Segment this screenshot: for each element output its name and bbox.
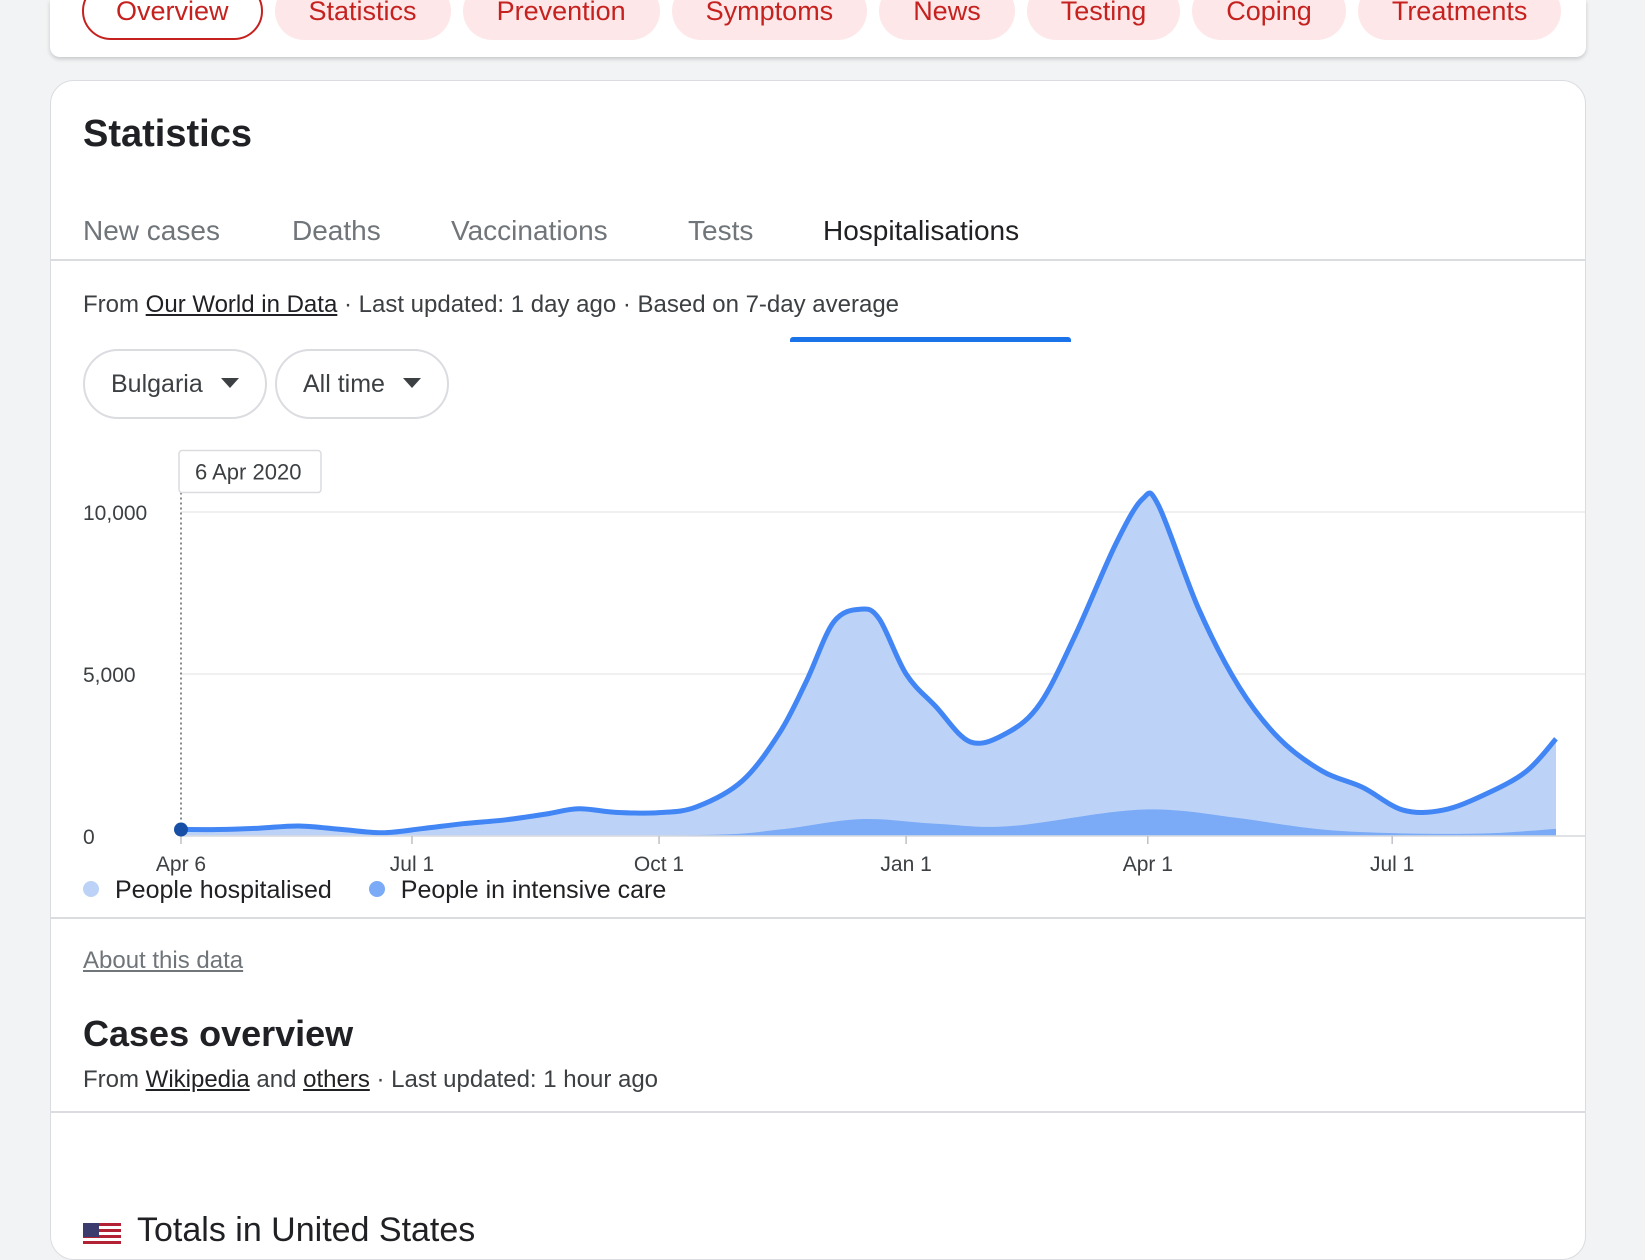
legend-divider xyxy=(51,917,1585,919)
cases-source-suffix: · Last updated: 1 hour ago xyxy=(376,1066,659,1093)
tab-deaths[interactable]: Deaths xyxy=(292,215,381,246)
cases-divider xyxy=(51,1111,1585,1113)
tooltip-date: 6 Apr 2020 xyxy=(195,460,301,485)
time-range-dropdown[interactable]: All time xyxy=(275,349,449,419)
section-title: Statistics xyxy=(83,113,252,155)
hover-point-dot xyxy=(174,822,188,837)
chip-prevention[interactable]: Prevention xyxy=(462,0,660,40)
x-tick-label: Oct 1 xyxy=(634,853,684,876)
others-link[interactable]: others xyxy=(303,1066,370,1093)
x-tick-label: Apr 1 xyxy=(1123,853,1173,876)
wikipedia-link[interactable]: Wikipedia xyxy=(145,1066,250,1093)
hospitalisations-chart[interactable]: 0 5,000 10,000 Apr 6 Jul 1 Oct 1 Jan 1 Apr 1 Jul… xyxy=(51,421,1586,891)
cases-source-and: and xyxy=(256,1066,297,1093)
chip-treatments[interactable]: Treatments xyxy=(1357,0,1562,40)
chip-statistics[interactable]: Statistics xyxy=(274,0,451,40)
x-tick-label: Apr 6 xyxy=(156,853,206,876)
data-source-line: From Our World in Data · Last updated: 1… xyxy=(83,291,899,319)
statistics-tabs: New cases Deaths Vaccinations Tests Hosp… xyxy=(51,189,1585,342)
source-suffix: · Last updated: 1 day ago · Based on 7-d… xyxy=(343,291,900,318)
about-this-data-link[interactable]: About this data xyxy=(83,947,244,974)
region-dropdown-label: Bulgaria xyxy=(111,370,203,398)
series-line-people-hospitalised xyxy=(180,490,1558,836)
chip-coping[interactable]: Coping xyxy=(1192,0,1346,40)
cases-overview-title: Cases overview xyxy=(83,1013,354,1054)
series-area-people-in-intensive-care xyxy=(181,809,1556,836)
time-range-dropdown-label: All time xyxy=(303,370,385,398)
y-tick-label: 5,000 xyxy=(83,664,136,687)
chip-symptoms[interactable]: Symptoms xyxy=(671,0,868,40)
chip-overview[interactable]: Overview xyxy=(82,0,263,40)
caret-down-icon xyxy=(220,378,239,389)
source-prefix: From xyxy=(83,291,139,318)
chart-legend: People hospitalised People in intensive … xyxy=(83,876,696,905)
chip-news[interactable]: News xyxy=(879,0,1015,40)
totals-row: Totals in United States xyxy=(83,1211,475,1250)
y-tick-label: 10,000 xyxy=(83,502,147,525)
chip-testing[interactable]: Testing xyxy=(1026,0,1181,40)
legend-dot-intensive-care xyxy=(368,881,385,898)
legend-dot-hospitalised xyxy=(83,881,99,898)
legend-label-hospitalised: People hospitalised xyxy=(115,876,332,904)
tooltip-box xyxy=(178,449,322,494)
us-flag-icon xyxy=(83,1219,121,1246)
tab-new-cases[interactable]: New cases xyxy=(83,215,220,246)
tab-vaccinations[interactable]: Vaccinations xyxy=(451,215,608,246)
cases-source-line: From Wikipedia and others · Last updated… xyxy=(83,1066,658,1094)
series-area-people-hospitalised xyxy=(181,492,1556,836)
legend-item-hospitalised: People hospitalised xyxy=(83,876,332,905)
cases-source-prefix: From xyxy=(83,1066,139,1093)
tab-hospitalisations[interactable]: Hospitalisations xyxy=(823,215,1020,246)
chip-list: Overview Statistics Prevention Symptoms News… xyxy=(82,0,1573,40)
tab-tests[interactable]: Tests xyxy=(688,215,754,246)
topic-chip-bar: Overview Statistics Prevention Symptoms News… xyxy=(50,0,1586,57)
totals-label: Totals in United States xyxy=(137,1211,476,1249)
x-tick-label: Jan 1 xyxy=(880,853,931,876)
x-tick-label: Jul 1 xyxy=(390,853,434,876)
legend-label-intensive-care: People in intensive care xyxy=(400,876,667,904)
caret-down-icon xyxy=(402,378,421,389)
legend-item-intensive-care: People in intensive care xyxy=(368,876,667,905)
x-tick-label: Jul 1 xyxy=(1370,853,1414,876)
our-world-in-data-link[interactable]: Our World in Data xyxy=(145,291,338,318)
tabs-divider xyxy=(51,259,1585,261)
y-tick-label: 0 xyxy=(83,826,95,849)
active-tab-indicator xyxy=(790,337,1071,342)
region-dropdown[interactable]: Bulgaria xyxy=(83,349,267,419)
statistics-card: Statistics New cases Deaths Vaccinations… xyxy=(50,80,1586,1260)
